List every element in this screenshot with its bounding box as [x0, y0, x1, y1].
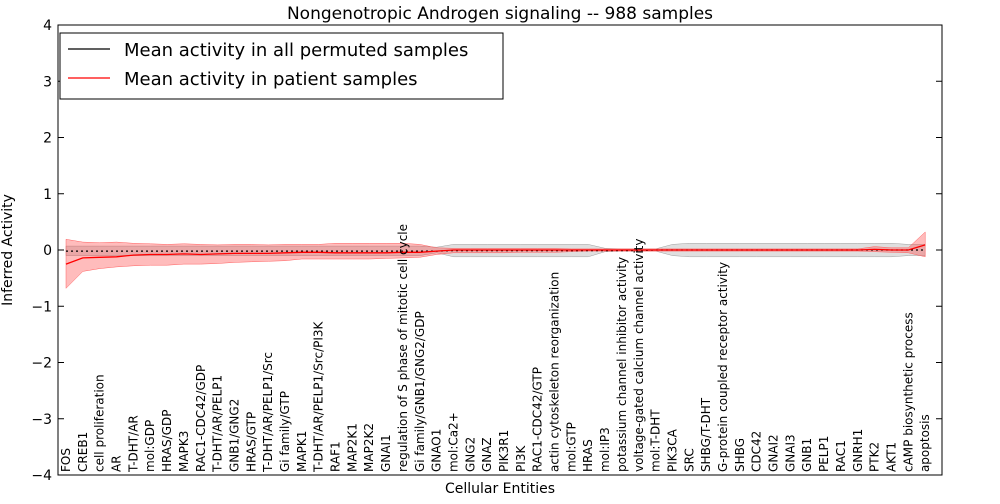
x-tick-label: SRC — [682, 448, 696, 472]
x-tick-label: SHBG/T-DHT — [699, 397, 713, 472]
legend-label-permuted: Mean activity in all permuted samples — [124, 40, 468, 61]
x-tick-label: apoptosis — [918, 414, 932, 472]
x-tick-label: RAF1 — [329, 441, 343, 472]
x-tick-label: MAP2K2 — [362, 423, 376, 472]
y-axis-label: Inferred Activity — [0, 194, 16, 306]
x-tick-label: AR — [110, 455, 124, 472]
y-tick-label: 0 — [43, 243, 52, 259]
x-tick-label: cell proliferation — [93, 374, 107, 472]
x-tick-label: T-DHT/AR/PELP1/Src/PI3K — [312, 320, 326, 473]
x-tick-label: FOS — [59, 448, 73, 472]
legend: Mean activity in all permuted samples Me… — [59, 32, 504, 100]
x-tick-label: mol:GDP — [143, 420, 157, 472]
x-tick-label: T-DHT/AR/PELP1 — [211, 375, 225, 473]
x-tick-label: CREB1 — [76, 432, 90, 472]
x-tick-label: actin cytoskeleton reorganization — [548, 272, 562, 472]
y-tick-label: 3 — [43, 74, 52, 90]
x-tick-label: mol:GTP — [564, 422, 578, 472]
x-tick-label: GNAI2 — [767, 434, 781, 472]
x-tick-label: RAC1 — [834, 440, 848, 472]
x-tick-label: PI3K — [514, 445, 528, 472]
series-lines — [65, 244, 926, 265]
x-tick-label: PIK3CA — [666, 428, 680, 472]
x-tick-label: PELP1 — [817, 436, 831, 472]
band-patient — [65, 231, 926, 289]
x-tick-label: potassium channel inhibitor activity — [615, 257, 629, 472]
x-tick-label: MAPK1 — [295, 431, 309, 472]
x-tick-label: GNG2 — [463, 437, 477, 472]
x-tick-label: G-protein coupled receptor activity — [716, 262, 730, 472]
x-tick-label: HRAS/GTP — [244, 412, 258, 472]
x-tick-label: T-DHT/AR — [126, 415, 140, 473]
y-tick-label: −1 — [31, 299, 52, 315]
y-tick-label: 2 — [43, 131, 52, 147]
y-axis: −4 −3 −2 −1 0 1 2 3 4 — [31, 18, 942, 484]
x-tick-label: mol:Ca2+ — [447, 412, 461, 472]
chart-title: Nongenotropic Androgen signaling -- 988 … — [287, 4, 713, 24]
x-tick-label: voltage-gated calcium channel activity — [632, 239, 646, 473]
x-tick-label: GNB1/GNG2 — [228, 399, 242, 472]
x-tick-label: GNAI3 — [783, 434, 797, 472]
x-tick-label: GNAO1 — [430, 429, 444, 472]
x-tick-label: MAP2K1 — [345, 423, 359, 472]
x-tick-label: GNB1 — [800, 438, 814, 472]
x-tick-label: MAPK3 — [177, 431, 191, 472]
x-tick-label: mol:IP3 — [598, 427, 612, 472]
x-tick-label: T-DHT/AR/PELP1/Src — [261, 352, 275, 473]
y-tick-label: 4 — [43, 18, 52, 34]
x-axis-label: Cellular Entities — [445, 481, 555, 497]
y-tick-label: −4 — [31, 468, 52, 484]
x-tick-label: SHBG — [733, 438, 747, 472]
x-axis-tick-labels: FOS CREB1 cell proliferation AR T-DHT/AR mol:… — [59, 224, 932, 473]
x-tick-label: RAC1-CDC42/GDP — [194, 365, 208, 472]
x-tick-label: GNAI1 — [379, 434, 393, 472]
y-tick-label: 1 — [43, 187, 52, 203]
x-tick-label: Gi family/GTP — [278, 391, 292, 472]
x-tick-label: cAMP biosynthetic process — [901, 312, 915, 472]
x-tick-label: PTK2 — [868, 442, 882, 472]
y-tick-label: −2 — [31, 356, 52, 372]
x-tick-label: Gi family/GNB1/GNG2/GDP — [413, 311, 427, 472]
x-tick-label: GNRH1 — [851, 429, 865, 472]
x-tick-label: regulation of S phase of mitotic cell cy… — [396, 224, 410, 472]
x-tick-label: AKT1 — [885, 442, 899, 472]
x-tick-label: HRAS — [581, 439, 595, 472]
x-tick-label: RAC1-CDC42/GTP — [531, 367, 545, 472]
x-tick-label: HRAS/GDP — [160, 409, 174, 472]
legend-label-patient: Mean activity in patient samples — [124, 69, 418, 90]
legend-box — [59, 32, 504, 100]
x-tick-label: mol:T-DHT — [649, 409, 663, 472]
x-tick-label: PIK3R1 — [497, 430, 511, 472]
x-tick-label: GNAZ — [480, 437, 494, 472]
x-tick-label: CDC42 — [750, 431, 764, 472]
line-patient-mean — [65, 244, 926, 265]
y-tick-label: −3 — [31, 412, 52, 428]
